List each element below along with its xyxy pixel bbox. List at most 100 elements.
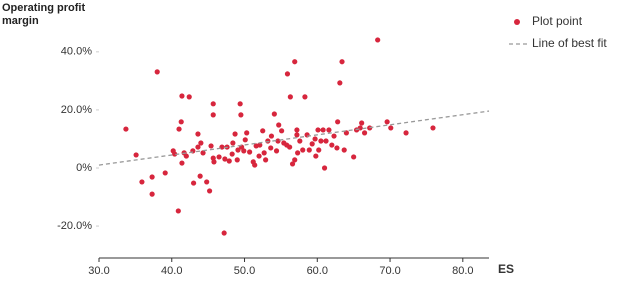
plot-point <box>331 133 337 139</box>
plot-point <box>139 179 145 185</box>
plot-point <box>334 145 340 151</box>
plot-point <box>190 180 197 186</box>
plot-point <box>318 138 324 144</box>
plot-point <box>179 160 185 166</box>
plot-point <box>388 125 394 131</box>
x-tick-label: 50.0 <box>234 265 255 277</box>
plot-point <box>302 94 308 100</box>
plot-point <box>295 150 301 156</box>
plot-point <box>306 147 312 153</box>
plot-point <box>326 127 332 133</box>
plot-point <box>235 147 241 153</box>
plot-point <box>320 127 326 133</box>
plot-point <box>351 154 357 160</box>
plot-point <box>241 148 247 154</box>
plot-point <box>200 150 206 156</box>
plot-point <box>292 59 298 65</box>
plot-point <box>210 101 216 107</box>
y-tick-label: -20.0% <box>57 220 92 232</box>
plot-point <box>268 133 275 139</box>
plot-point <box>230 140 236 146</box>
plot-point <box>313 153 319 159</box>
plot-point <box>271 111 277 117</box>
plot-point <box>195 131 201 137</box>
plot-point <box>337 80 343 86</box>
plot-point <box>359 120 365 126</box>
plot-point <box>252 162 258 168</box>
plot-point <box>222 156 228 162</box>
plot-point <box>273 148 280 154</box>
plot-point <box>238 112 244 118</box>
plot-point <box>289 161 296 167</box>
plot-point <box>297 138 303 144</box>
plot-point <box>198 140 204 146</box>
x-tick-label: 60.0 <box>307 265 328 277</box>
plot-point <box>179 93 185 99</box>
plot-point <box>287 144 293 150</box>
plot-point <box>300 147 306 153</box>
plot-point <box>316 147 322 153</box>
plot-point <box>232 131 238 137</box>
y-tick-label: 40.0% <box>61 46 92 58</box>
plot-point <box>237 101 243 107</box>
plot-point <box>309 141 315 147</box>
plot-point <box>229 151 235 157</box>
plot-point <box>186 94 192 100</box>
plot-point <box>403 130 409 136</box>
plot-point <box>321 165 328 171</box>
plot-point <box>210 112 216 118</box>
plot-point <box>172 151 178 157</box>
plot-point <box>292 157 298 163</box>
x-tick-label: 80.0 <box>452 265 473 277</box>
plot-point <box>430 125 436 131</box>
legend-marker <box>514 19 520 25</box>
plot-point <box>276 122 282 128</box>
x-tick-label: 30.0 <box>88 265 109 277</box>
legend-label: Line of best fit <box>532 36 607 50</box>
plot-point <box>260 128 266 134</box>
plot-point <box>133 152 139 158</box>
plot-point <box>183 153 189 159</box>
best-fit-line <box>98 110 490 166</box>
plot-point <box>341 147 347 153</box>
plot-point <box>149 174 155 180</box>
plot-point <box>178 119 184 125</box>
legend-label: Plot point <box>532 14 583 28</box>
plot-point <box>265 138 271 144</box>
plot-point <box>221 230 227 236</box>
plot-point <box>234 157 240 163</box>
plot-point <box>263 157 269 163</box>
plot-point <box>176 126 182 132</box>
plot-point <box>279 128 285 134</box>
x-tick-label: 40.0 <box>161 265 182 277</box>
plot-point <box>284 71 291 77</box>
plot-point <box>154 69 160 75</box>
plot-point <box>323 138 329 144</box>
plot-point <box>197 173 203 179</box>
plot-point <box>312 136 318 142</box>
plot-point <box>242 137 248 143</box>
plot-point <box>149 191 155 197</box>
plot-point <box>195 144 201 150</box>
y-tick-label: 20.0% <box>61 104 92 116</box>
plot-point <box>247 149 253 155</box>
plot-point <box>339 59 345 65</box>
plot-point <box>208 143 214 149</box>
plot-point <box>162 170 168 176</box>
plot-point <box>244 130 250 136</box>
plot-point <box>226 158 232 164</box>
plot-point <box>294 127 300 133</box>
plot-point <box>329 142 335 148</box>
plot-point <box>375 37 381 43</box>
plot-point <box>361 130 368 136</box>
plot-point <box>261 150 267 156</box>
plot-point <box>206 188 213 194</box>
x-tick-label: 70.0 <box>379 265 400 277</box>
y-tick-label: 0% <box>76 162 92 174</box>
plot-point <box>335 119 341 125</box>
plot-point <box>175 208 181 214</box>
plot-point <box>204 179 210 185</box>
x-axis-label: ES <box>498 262 514 276</box>
